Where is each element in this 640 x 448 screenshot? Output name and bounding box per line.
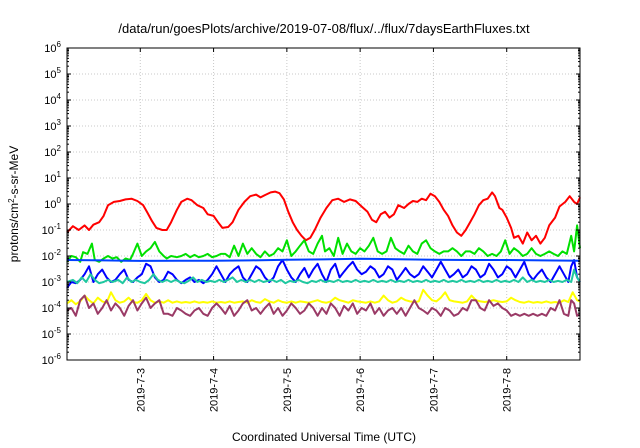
y-tick-exp: 1 [57,170,62,179]
y-axis-label: protons/cm2-s-sr-MeV [7,146,21,262]
chart-title: /data/run/goesPlots/archive/2019-07-08/f… [118,21,530,36]
y-tick-base: 10 [42,303,54,315]
x-tick-label: 2019-7-4 [209,368,221,412]
y-tick-label: 101 [44,170,61,185]
y-tick-exp: -5 [54,326,62,335]
y-axis-label-sup: 2 [7,198,16,203]
y-axis-label-main: protons/cm [7,203,21,262]
y-tick-label: 103 [44,118,61,133]
y-tick-label: 10-1 [42,222,62,237]
y-tick-exp: -6 [54,352,62,361]
x-tick-label: 2019-7-6 [355,368,367,412]
y-tick-base: 10 [42,251,54,263]
y-tick-base: 10 [42,277,54,289]
y-tick-base: 10 [44,147,56,159]
y-axis-label-tail: -s-sr-MeV [7,146,21,199]
y-tick-exp: -2 [54,248,62,257]
series-line-1 [66,224,581,263]
y-tick-exp: 5 [57,66,62,75]
y-tick-base: 10 [44,69,56,81]
x-axis-label: Coordinated Universal Time (UTC) [232,430,416,444]
x-tick-label: 2019-7-7 [428,368,440,412]
y-tick-base: 10 [44,43,56,55]
series-line-6 [66,294,581,317]
y-tick-label: 10-3 [42,274,62,289]
y-tick-label: 10-2 [42,248,62,263]
y-tick-label: 10-4 [42,300,62,315]
y-tick-exp: 3 [57,118,62,127]
y-tick-base: 10 [42,329,54,341]
y-tick-exp: -1 [54,222,62,231]
x-tick-label: 2019-7-3 [135,368,147,412]
y-tick-label: 10-5 [42,326,62,341]
y-tick-base: 10 [44,95,56,107]
y-tick-label: 106 [44,40,61,55]
series-layer [66,190,581,317]
y-axis-ticks: 10610510410310210110010-110-210-310-410-… [42,40,580,367]
y-tick-base: 10 [42,355,54,367]
y-tick-exp: -3 [54,274,62,283]
y-tick-exp: 0 [57,196,62,205]
y-tick-base: 10 [44,121,56,133]
y-tick-label: 105 [44,66,61,81]
x-tick-label: 2019-7-8 [502,368,514,412]
x-axis-ticks: 2019-7-3 2019-7-4 2019-7-5 2019-7-6 2019-7-7… [135,48,514,412]
y-tick-label: 104 [44,92,61,107]
y-tick-exp: 2 [57,144,62,153]
y-tick-label: 100 [44,196,61,211]
series-line-3 [66,268,581,285]
series-line-5 [66,288,581,306]
y-tick-base: 10 [44,199,56,211]
y-tick-base: 10 [42,225,54,237]
y-tick-label: 102 [44,144,61,159]
y-tick-base: 10 [44,173,56,185]
x-tick-label: 2019-7-5 [282,368,294,412]
series-line-4 [66,257,581,262]
y-tick-exp: 6 [57,40,62,49]
y-tick-exp: -4 [54,300,62,309]
series-line-0 [66,190,581,245]
y-tick-exp: 4 [57,92,62,101]
y-tick-label: 10-6 [42,352,62,367]
